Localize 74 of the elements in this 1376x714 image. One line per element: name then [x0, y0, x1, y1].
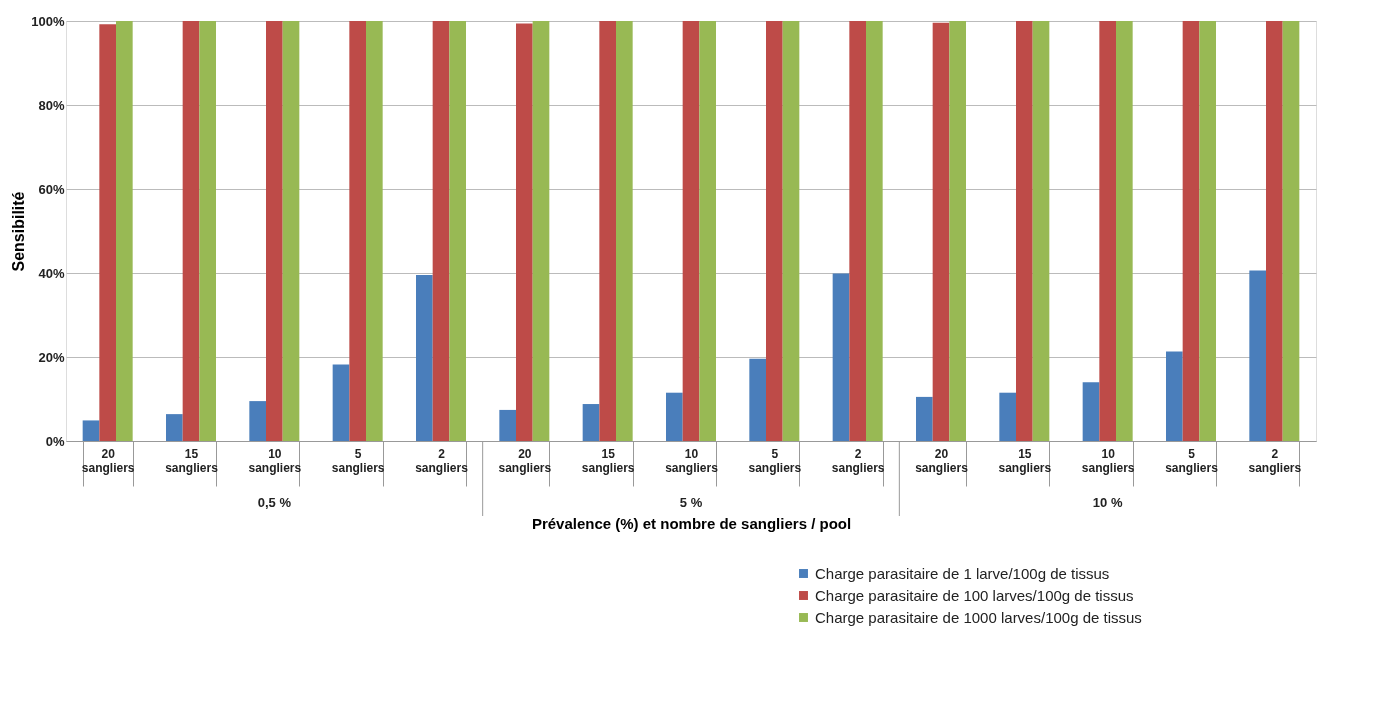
bar	[1249, 270, 1266, 441]
x-tick-label: 20 sangliers	[498, 446, 552, 475]
text: 5 %	[679, 495, 703, 510]
bar	[949, 21, 966, 441]
bar	[166, 414, 183, 441]
text: 0,5 %	[257, 495, 292, 510]
bar	[699, 21, 716, 441]
bar	[366, 21, 383, 441]
bar	[199, 21, 216, 441]
bar	[1182, 21, 1200, 441]
bar	[999, 392, 1016, 441]
bar	[266, 21, 283, 441]
bar	[1199, 21, 1216, 441]
y-tick-label: 80%	[38, 97, 65, 113]
x-tick-label: 10 sangliers	[248, 446, 302, 475]
x-tick-label: 5 sangliers	[748, 446, 802, 475]
bar	[766, 21, 783, 441]
bar	[432, 21, 450, 441]
bar	[599, 21, 616, 441]
y-tick-label: 20%	[38, 349, 65, 365]
text: 10 %	[1092, 495, 1123, 510]
bar	[916, 396, 933, 441]
bar	[1166, 351, 1183, 441]
legend-label: Charge parasitaire de 100 larves/100g de tissus	[815, 586, 1134, 604]
bar	[682, 21, 700, 441]
bar	[1116, 21, 1133, 441]
x-tick-label: 5 sangliers	[1165, 446, 1219, 475]
x-tick-label: 15 sangliers	[581, 446, 635, 475]
bar	[932, 22, 950, 441]
x-tick-label: 10 sangliers	[665, 446, 719, 475]
legend-label: Charge parasitaire de 1 larve/100g de tissus	[815, 564, 1110, 582]
bar	[499, 409, 516, 441]
bar	[866, 21, 883, 441]
bar	[99, 24, 116, 441]
x-tick-label: 20 sangliers	[81, 446, 135, 475]
y-axis-title: Sensibilité	[10, 191, 28, 272]
x-tick-label: 10 sangliers	[1081, 446, 1135, 475]
bar	[666, 392, 683, 441]
x-tick-label: 20 sangliers	[915, 446, 969, 475]
bar	[332, 364, 350, 441]
bar	[449, 21, 466, 441]
y-tick-label: 0%	[45, 433, 65, 449]
x-tick-label: 2 sangliers	[831, 446, 885, 475]
bar	[416, 275, 433, 441]
bar	[1016, 21, 1033, 441]
bar	[1082, 382, 1100, 441]
bar	[116, 21, 133, 441]
bar	[516, 23, 533, 441]
y-tick-label: 40%	[38, 265, 65, 281]
bar	[532, 21, 550, 441]
bar	[1099, 21, 1116, 441]
x-tick-label: 2 sangliers	[1248, 446, 1302, 475]
bar	[616, 21, 633, 441]
x-tick-label: 2 sangliers	[415, 446, 469, 475]
bar	[1032, 21, 1050, 441]
bar	[82, 420, 100, 441]
bar	[582, 404, 600, 441]
bar	[349, 21, 366, 441]
x-tick-label: 5 sangliers	[331, 446, 385, 475]
bar	[282, 21, 300, 441]
legend-label: Charge parasitaire de 1000 larves/100g de tissus	[815, 608, 1142, 626]
bar	[749, 358, 766, 441]
bar	[182, 21, 200, 441]
bar	[249, 401, 266, 441]
bar	[782, 21, 800, 441]
x-axis-title: Prévalence (%) et nombre de sangliers / pool	[531, 515, 852, 532]
y-tick-label: 60%	[38, 181, 65, 197]
x-tick-label: 15 sangliers	[165, 446, 219, 475]
y-tick-label: 100%	[31, 13, 65, 29]
bar	[832, 273, 850, 441]
bar	[1282, 21, 1300, 441]
x-tick-label: 15 sangliers	[998, 446, 1052, 475]
bar	[1266, 21, 1283, 441]
bar	[849, 21, 866, 441]
